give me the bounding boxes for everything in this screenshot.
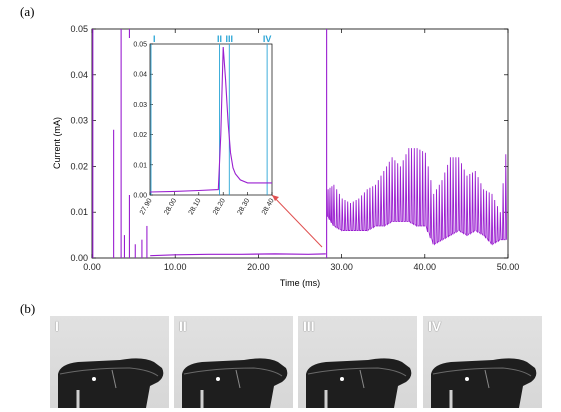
panel-label-a: (a) (20, 4, 35, 19)
inset-series: I II III IV (149, 34, 272, 195)
x-tick-label: 20.00 (247, 262, 270, 272)
zoom-arrow-head (272, 195, 279, 201)
photo-strip: I II III IV (50, 316, 542, 408)
inset-y-tick-label: 0.00 (133, 193, 147, 200)
x-axis-label: Time (ms) (280, 278, 320, 288)
x-tick-label: 40.00 (414, 262, 437, 272)
inset-x-tick-label: 28.20 (212, 197, 227, 216)
x-tick-label: 50.00 (497, 262, 520, 272)
inset-trace (149, 46, 272, 193)
inset-x-tick-label: 28.30 (237, 197, 252, 216)
photo-label: IV (428, 318, 442, 334)
droplet-image-3 (306, 358, 412, 408)
photo-frame-3: III (298, 316, 417, 408)
x-tick-label: 10.00 (164, 262, 187, 272)
droplet-image-1 (58, 358, 164, 408)
droplet-image-2 (182, 358, 288, 408)
current-time-chart: 0.00 10.00 20.00 30.00 40.00 50.00 0.00 0.01 0.0… (52, 24, 519, 288)
x-tick-label: 0.00 (83, 262, 101, 272)
inset-x-tick-label: 28.10 (188, 197, 203, 216)
photo-label: III (303, 318, 315, 334)
zoom-arrow (271, 194, 323, 248)
inset-y-tick-label: 0.04 (133, 72, 147, 79)
inset-marker-label: III (226, 34, 234, 44)
y-tick-label: 0.01 (70, 207, 88, 217)
inset-background (128, 38, 276, 195)
burst-trace (327, 148, 508, 246)
y-tick-label: 0.02 (70, 161, 88, 171)
y-tick-label: 0.00 (70, 253, 88, 263)
inset-marker-label: IV (263, 34, 272, 44)
x-tick-label: 30.00 (330, 262, 353, 272)
photo-label: II (179, 318, 187, 334)
inset-x-tick-label: 28.40 (261, 197, 276, 216)
panel-label-b: (b) (20, 301, 36, 316)
inset-y-tick-label: 0.01 (133, 162, 147, 169)
inset-y-tick-label: 0.05 (133, 42, 147, 49)
photo-label: I (55, 318, 59, 334)
inset-x-tick-label: 28.00 (163, 197, 178, 216)
baseline-trace (150, 253, 326, 257)
inset-plot-frame (149, 43, 273, 196)
inset-y-tick-label: 0.02 (133, 132, 147, 139)
inset-marker-label: I (153, 34, 156, 44)
photo-frame-2: II (174, 316, 293, 408)
main-plot-frame (91, 28, 509, 259)
y-tick-label: 0.03 (70, 116, 88, 126)
main-axis-ticks: 0.00 10.00 20.00 30.00 40.00 50.00 0.00 0.01 0.0… (70, 24, 519, 272)
y-tick-label: 0.04 (70, 70, 88, 80)
photo-frame-1: I (50, 316, 169, 408)
droplet-image-4 (431, 358, 537, 408)
y-axis-label: Current (mA) (52, 117, 62, 169)
inset-x-tick-label: 27.90 (139, 197, 154, 216)
photo-frame-4: IV (423, 316, 542, 408)
inset-y-tick-label: 0.03 (133, 102, 147, 109)
inset-marker-label: II (217, 34, 222, 44)
y-tick-label: 0.05 (70, 24, 88, 34)
